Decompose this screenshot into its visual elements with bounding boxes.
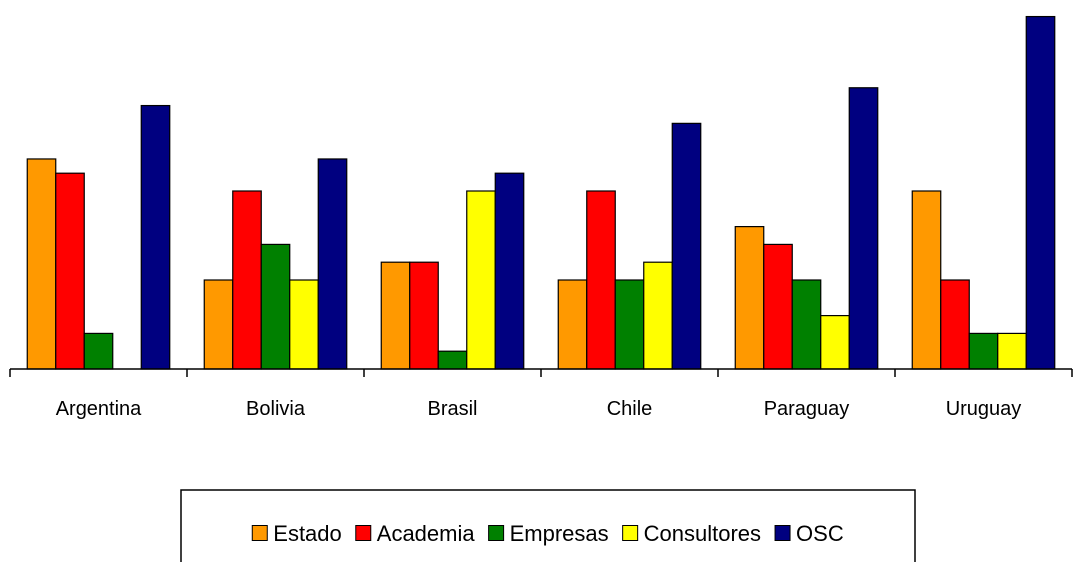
legend-label-consultores: Consultores [644, 521, 761, 546]
x-tick-label: Bolivia [246, 398, 306, 420]
bar-academia-brasil [409, 261, 439, 370]
legend-swatch-consultores [622, 525, 639, 541]
bars-group [26, 15, 1056, 370]
x-tick-label: Argentina [56, 398, 142, 420]
bar-consultores-bolivia [289, 279, 319, 370]
bar-empresas-chile [614, 279, 645, 370]
legend-swatch-empresas [488, 525, 505, 541]
bar-osc-paraguay [848, 87, 879, 370]
legend-swatch-osc [774, 525, 791, 541]
bar-osc-brasil [494, 172, 525, 370]
legend-swatch-academia [355, 525, 372, 541]
legend-label-academia: Academia [377, 521, 476, 546]
bar-estado-uruguay [911, 190, 942, 370]
bar-consultores-uruguay [997, 332, 1027, 370]
x-axis-ticks [9, 369, 1073, 377]
bar-empresas-uruguay [968, 332, 999, 370]
bar-osc-argentina [140, 104, 171, 370]
bar-estado-paraguay [734, 226, 765, 370]
x-tick-label: Paraguay [764, 398, 850, 420]
legend-label-estado: Estado [273, 521, 342, 546]
bar-academia-argentina [55, 172, 85, 370]
bar-estado-chile [557, 279, 588, 370]
bar-osc-uruguay [1025, 15, 1056, 370]
bar-osc-bolivia [317, 158, 348, 370]
x-tick-label: Uruguay [946, 398, 1022, 420]
legend-swatch-estado [251, 525, 268, 541]
bar-consultores-chile [643, 261, 673, 370]
legend-label-osc: OSC [796, 521, 844, 546]
x-tick-label: Chile [607, 398, 653, 420]
bar-academia-uruguay [940, 279, 970, 370]
bar-estado-argentina [26, 158, 57, 370]
bar-empresas-argentina [83, 332, 114, 370]
bar-academia-paraguay [763, 243, 793, 370]
bar-empresas-paraguay [791, 279, 822, 370]
bar-estado-brasil [380, 261, 411, 370]
x-tick-label: Brasil [427, 398, 477, 420]
legend: Estado Academia Empresas Consultores OSC [180, 489, 916, 562]
x-axis-tick-labels: Argentina Bolivia Brasil Chile Paraguay Urugu… [56, 398, 1022, 420]
legend-label-empresas: Empresas [510, 521, 609, 546]
bar-osc-chile [671, 122, 702, 370]
bar-empresas-bolivia [260, 243, 291, 370]
bar-empresas-brasil [437, 350, 468, 370]
bar-estado-bolivia [203, 279, 234, 370]
legend-box [180, 489, 916, 562]
bar-consultores-paraguay [820, 315, 850, 370]
bar-academia-bolivia [232, 190, 262, 370]
bar-academia-chile [586, 190, 616, 370]
bar-consultores-brasil [466, 190, 496, 370]
